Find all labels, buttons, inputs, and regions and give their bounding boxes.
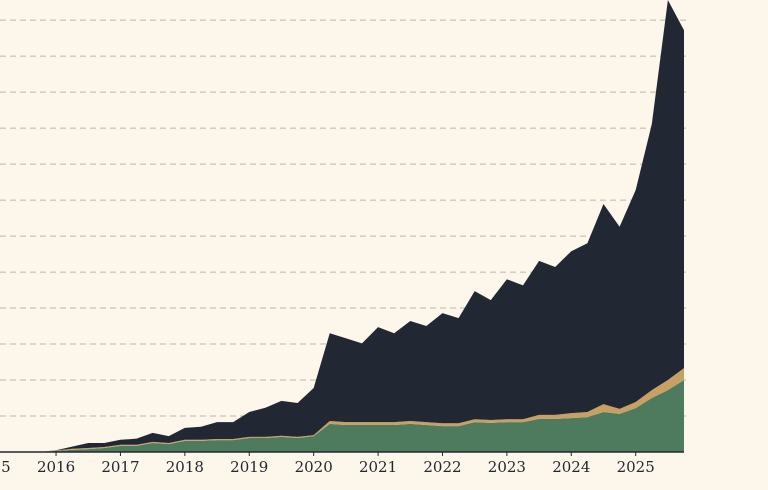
x-tick-label: 2015 bbox=[0, 458, 11, 476]
x-tick-label: 2021 bbox=[359, 458, 397, 476]
x-tick-label: 2022 bbox=[423, 458, 461, 476]
area bbox=[0, 380, 684, 452]
x-tick-label: 2017 bbox=[101, 458, 139, 476]
x-tick-label: 2023 bbox=[488, 458, 526, 476]
x-tick-label: 2024 bbox=[552, 458, 590, 476]
x-tick-label: 2020 bbox=[295, 458, 333, 476]
x-tick-label: 2025 bbox=[617, 458, 655, 476]
x-tick-label: 2019 bbox=[230, 458, 268, 476]
x-tick-label: 2018 bbox=[166, 458, 204, 476]
x-tick-label: 2016 bbox=[37, 458, 75, 476]
area bbox=[0, 0, 684, 452]
